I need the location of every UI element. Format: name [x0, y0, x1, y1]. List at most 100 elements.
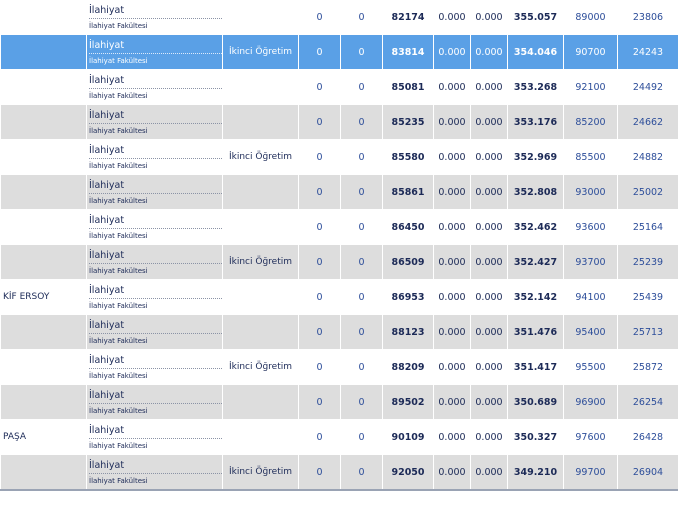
col-c-cell: 0.000 — [433, 279, 471, 315]
col-a-cell: 0 — [298, 209, 341, 245]
program-cell[interactable]: İlahiyat İlahiyat Fakültesi — [86, 69, 223, 105]
program-cell[interactable]: İlahiyat İlahiyat Fakültesi — [86, 209, 223, 245]
program-name[interactable]: İlahiyat — [89, 422, 222, 439]
program-name[interactable]: İlahiyat — [89, 282, 222, 299]
program-cell[interactable]: İlahiyat İlahiyat Fakültesi — [86, 104, 223, 140]
last-cell: 24882 — [617, 139, 678, 175]
program-name[interactable]: İlahiyat — [89, 457, 222, 474]
score-cell: 354.046 — [507, 34, 564, 70]
program-cell[interactable]: İlahiyat İlahiyat Fakültesi — [86, 174, 223, 210]
university-cell — [0, 454, 87, 491]
education-type-cell — [222, 0, 299, 35]
col-b-cell: 0 — [340, 34, 383, 70]
quota-cell: 89000 — [563, 0, 618, 35]
faculty-name: İlahiyat Fakültesi — [89, 476, 148, 485]
program-name[interactable]: İlahiyat — [89, 142, 222, 159]
education-type-cell: İkinci Öğretim — [222, 34, 299, 70]
col-d-cell: 0.000 — [470, 209, 508, 245]
program-name[interactable]: İlahiyat — [89, 72, 222, 89]
col-b-cell: 0 — [340, 139, 383, 175]
education-type-cell — [222, 384, 299, 420]
table-row[interactable]: İlahiyat İlahiyat Fakültesi 0 0 85861 0.… — [0, 174, 678, 210]
program-cell[interactable]: İlahiyat İlahiyat Fakültesi — [86, 279, 223, 315]
rank-cell: 83814 — [382, 34, 434, 70]
score-cell: 352.808 — [507, 174, 564, 210]
col-c-cell: 0.000 — [433, 104, 471, 140]
col-d-cell: 0.000 — [470, 139, 508, 175]
education-type-cell — [222, 419, 299, 455]
faculty-name: İlahiyat Fakültesi — [89, 161, 148, 170]
last-cell: 25164 — [617, 209, 678, 245]
program-cell[interactable]: İlahiyat İlahiyat Fakültesi — [86, 314, 223, 350]
education-type-cell — [222, 174, 299, 210]
table-row[interactable]: İlahiyat İlahiyat Fakültesi 0 0 85081 0.… — [0, 69, 678, 105]
col-c-cell: 0.000 — [433, 0, 471, 35]
rank-cell: 88209 — [382, 349, 434, 385]
col-d-cell: 0.000 — [470, 104, 508, 140]
table-row[interactable]: İlahiyat İlahiyat Fakültesi 0 0 88123 0.… — [0, 314, 678, 350]
education-type-cell: İkinci Öğretim — [222, 244, 299, 280]
program-name[interactable]: İlahiyat — [89, 177, 222, 194]
rank-cell: 86450 — [382, 209, 434, 245]
score-cell: 351.417 — [507, 349, 564, 385]
program-cell[interactable]: İlahiyat İlahiyat Fakültesi — [86, 419, 223, 455]
table-row[interactable]: KİF ERSOY İlahiyat İlahiyat Fakültesi 0 … — [0, 279, 678, 315]
program-cell[interactable]: İlahiyat İlahiyat Fakültesi — [86, 349, 223, 385]
program-name[interactable]: İlahiyat — [89, 37, 222, 54]
table-row[interactable]: İlahiyat İlahiyat Fakültesi 0 0 89502 0.… — [0, 384, 678, 420]
rank-cell: 89502 — [382, 384, 434, 420]
col-c-cell: 0.000 — [433, 384, 471, 420]
table-row[interactable]: İlahiyat İlahiyat Fakültesi 0 0 85235 0.… — [0, 104, 678, 140]
program-cell[interactable]: İlahiyat İlahiyat Fakültesi — [86, 0, 223, 35]
quota-cell: 94100 — [563, 279, 618, 315]
education-type-cell: İkinci Öğretim — [222, 454, 299, 491]
col-d-cell: 0.000 — [470, 34, 508, 70]
rank-cell: 82174 — [382, 0, 434, 35]
program-cell[interactable]: İlahiyat İlahiyat Fakültesi — [86, 34, 223, 70]
table-row[interactable]: İlahiyat İlahiyat Fakültesi İkinci Öğret… — [0, 244, 678, 280]
university-cell — [0, 314, 87, 350]
table-row[interactable]: İlahiyat İlahiyat Fakültesi 0 0 82174 0.… — [0, 0, 678, 35]
faculty-name: İlahiyat Fakültesi — [89, 56, 148, 65]
quota-cell: 93000 — [563, 174, 618, 210]
quota-cell: 95400 — [563, 314, 618, 350]
score-cell: 352.969 — [507, 139, 564, 175]
program-name[interactable]: İlahiyat — [89, 2, 222, 19]
last-cell: 26904 — [617, 454, 678, 491]
program-cell[interactable]: İlahiyat İlahiyat Fakültesi — [86, 454, 223, 491]
last-cell: 25713 — [617, 314, 678, 350]
program-cell[interactable]: İlahiyat İlahiyat Fakültesi — [86, 384, 223, 420]
program-name[interactable]: İlahiyat — [89, 212, 222, 229]
program-name[interactable]: İlahiyat — [89, 317, 222, 334]
table-row[interactable]: İlahiyat İlahiyat Fakültesi 0 0 86450 0.… — [0, 209, 678, 245]
education-type-cell — [222, 314, 299, 350]
rank-cell: 92050 — [382, 454, 434, 491]
program-cell[interactable]: İlahiyat İlahiyat Fakültesi — [86, 139, 223, 175]
table-row[interactable]: İlahiyat İlahiyat Fakültesi İkinci Öğret… — [0, 349, 678, 385]
col-c-cell: 0.000 — [433, 349, 471, 385]
col-b-cell: 0 — [340, 419, 383, 455]
col-d-cell: 0.000 — [470, 349, 508, 385]
education-type-cell: İkinci Öğretim — [222, 349, 299, 385]
program-name[interactable]: İlahiyat — [89, 107, 222, 124]
col-c-cell: 0.000 — [433, 244, 471, 280]
table-row[interactable]: İlahiyat İlahiyat Fakültesi İkinci Öğret… — [0, 34, 678, 70]
program-cell[interactable]: İlahiyat İlahiyat Fakültesi — [86, 244, 223, 280]
program-name[interactable]: İlahiyat — [89, 387, 222, 404]
col-a-cell: 0 — [298, 69, 341, 105]
education-type-cell — [222, 209, 299, 245]
quota-cell: 90700 — [563, 34, 618, 70]
last-cell: 26428 — [617, 419, 678, 455]
table-row[interactable]: PAŞA İlahiyat İlahiyat Fakültesi 0 0 901… — [0, 419, 678, 455]
col-a-cell: 0 — [298, 139, 341, 175]
rank-cell: 90109 — [382, 419, 434, 455]
table-row[interactable]: İlahiyat İlahiyat Fakültesi İkinci Öğret… — [0, 454, 678, 491]
program-name[interactable]: İlahiyat — [89, 352, 222, 369]
col-c-cell: 0.000 — [433, 209, 471, 245]
program-name[interactable]: İlahiyat — [89, 247, 222, 264]
quota-cell: 96900 — [563, 384, 618, 420]
col-c-cell: 0.000 — [433, 174, 471, 210]
col-d-cell: 0.000 — [470, 419, 508, 455]
table-row[interactable]: İlahiyat İlahiyat Fakültesi İkinci Öğret… — [0, 139, 678, 175]
last-cell: 25002 — [617, 174, 678, 210]
